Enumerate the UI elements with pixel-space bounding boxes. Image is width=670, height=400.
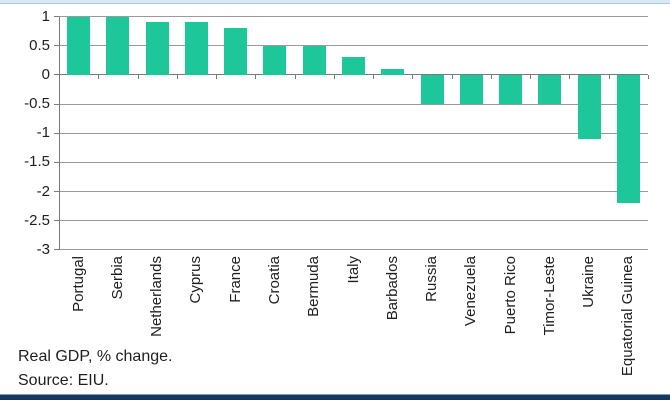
x-axis-label-italy: Italy [344, 256, 362, 284]
bar-timor-leste [538, 74, 562, 105]
y-axis-line [59, 16, 60, 250]
x-axis-label-serbia: Serbia [108, 256, 126, 300]
y-axis-tick-label: 1 [41, 7, 50, 25]
y-axis-tick-label: 0.5 [29, 36, 50, 54]
x-axis-tick [451, 74, 453, 79]
x-axis-label-ukraine: Ukraine [580, 256, 598, 308]
y-axis-tick [54, 161, 59, 163]
y-axis-tick [54, 220, 59, 222]
x-axis-label-croatia: Croatia [265, 256, 283, 305]
x-axis-tick [137, 74, 139, 79]
x-axis-label-venezuela: Venezuela [462, 256, 480, 327]
gridline [59, 161, 648, 163]
gridline [59, 191, 648, 193]
bar-croatia [263, 45, 287, 75]
y-axis-tick-label: -0.5 [24, 95, 50, 113]
bar-portugal [67, 16, 91, 75]
bar-barbados [381, 69, 405, 75]
y-axis-tick-label: -2 [36, 182, 50, 200]
bar-serbia [106, 16, 130, 75]
x-axis-tick [176, 74, 178, 79]
chart-source: Source: EIU. [18, 372, 109, 389]
x-axis-tick [333, 74, 335, 79]
x-axis-tick [412, 74, 414, 79]
x-axis-tick [255, 74, 257, 79]
x-axis-label-puerto-rico: Puerto Rico [501, 256, 519, 335]
bar-venezuela [459, 74, 483, 105]
y-axis-tick [54, 16, 59, 17]
y-axis-tick [54, 132, 59, 134]
x-axis-label-equatorial-guinea: Equatorial Guinea [619, 256, 637, 377]
y-axis-tick [54, 103, 59, 105]
y-axis-tick-label: 0 [41, 65, 50, 83]
x-axis-label-portugal: Portugal [69, 256, 87, 312]
x-axis-label-cyprus: Cyprus [187, 256, 205, 304]
gridline [59, 103, 648, 105]
x-axis-tick [648, 74, 649, 79]
bar-netherlands [145, 22, 169, 75]
bar-puerto-rico [499, 74, 523, 105]
x-axis-label-bermuda: Bermuda [305, 256, 323, 317]
gridline [59, 220, 648, 222]
bar-bermuda [302, 45, 326, 75]
x-axis-tick [608, 74, 610, 79]
top-accent-strip [0, 0, 670, 4]
y-axis-tick [54, 74, 59, 76]
y-axis-tick-label: -1.5 [24, 153, 50, 171]
x-axis-label-russia: Russia [423, 256, 441, 302]
y-axis-tick [54, 191, 59, 193]
y-axis-tick [54, 249, 59, 251]
x-axis-tick [373, 74, 375, 79]
x-axis-zero-line [59, 74, 648, 76]
y-axis-tick [54, 45, 59, 47]
bar-equatorial-guinea [616, 74, 640, 204]
x-axis-tick [294, 74, 296, 79]
bar-russia [420, 74, 444, 105]
y-axis-tick-label: -1 [36, 124, 50, 142]
x-axis-tick [98, 74, 100, 79]
x-axis-tick [530, 74, 532, 79]
y-axis-tick-label: -3 [36, 240, 50, 258]
x-axis-label-timor-leste: Timor-Leste [540, 256, 558, 336]
bar-italy [342, 57, 365, 75]
x-axis-label-netherlands: Netherlands [148, 256, 166, 337]
gridline [59, 45, 648, 47]
bar-france [224, 28, 248, 75]
gridline [59, 249, 648, 251]
chart-note: Real GDP, % change. [18, 348, 173, 365]
y-axis-tick-label: -2.5 [24, 211, 50, 229]
gridline [59, 16, 648, 17]
bottom-accent-bar [0, 394, 670, 400]
bar-cyprus [184, 22, 208, 75]
x-axis-label-france: France [226, 256, 244, 303]
x-axis-label-barbados: Barbados [383, 256, 401, 321]
x-axis-tick [59, 74, 60, 79]
x-axis-tick [490, 74, 492, 79]
gridline [59, 132, 648, 134]
bar-ukraine [577, 74, 601, 140]
x-axis-tick [569, 74, 571, 79]
x-axis-tick [216, 74, 218, 79]
